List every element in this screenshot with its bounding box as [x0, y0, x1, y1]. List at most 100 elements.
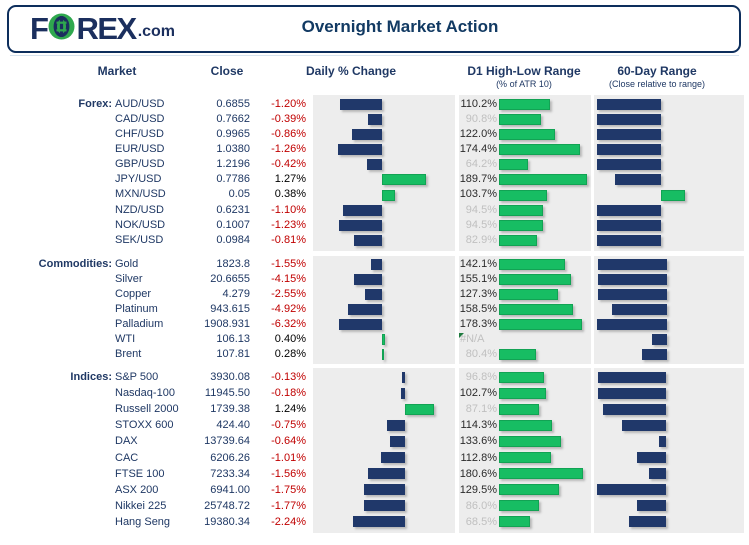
market-name: Russell 2000 [115, 403, 179, 416]
column-header-close: Close [210, 64, 244, 78]
column-header-daily-change: Daily % Change [305, 64, 397, 78]
table-row: Brent 107.81 0.28% 80.4% [0, 347, 749, 362]
daily-change-bar [351, 129, 382, 141]
table-row: MXN/USD 0.05 0.38% 103.7% [0, 187, 749, 202]
table-row: CAD/USD 0.7662 -0.39% 90.8% [0, 112, 749, 127]
daily-change-bar [353, 234, 382, 246]
table-row: Forex: AUD/USD 0.6855 -1.20% 110.2% [0, 97, 749, 112]
table-row: STOXX 600 424.40 -0.75% 114.3% [0, 417, 749, 433]
atr-percent-value: 80.4% [465, 348, 497, 361]
close-value: 1.2196 [216, 158, 250, 171]
market-name: CAD/USD [115, 113, 165, 126]
atr-percent-value: 180.6% [459, 467, 497, 480]
atr-percent-value: 127.3% [459, 287, 497, 300]
close-value: 7233.34 [210, 467, 250, 480]
sixty-day-range-bar [622, 419, 666, 431]
sixty-day-range-bar [596, 144, 661, 156]
atr-range-bar [498, 435, 561, 447]
close-value: 0.9965 [216, 128, 250, 141]
market-name: MXN/USD [115, 188, 166, 201]
daily-change-bar [368, 468, 405, 480]
close-value: 0.6231 [216, 203, 250, 216]
column-subheader-60day: (Close relative to range) [608, 79, 706, 89]
market-name: S&P 500 [115, 371, 159, 383]
section-label: Forex: [78, 98, 112, 110]
close-value: 6941.00 [210, 483, 250, 496]
market-name: NZD/USD [115, 203, 164, 216]
daily-change-value: -1.77% [271, 499, 306, 512]
atr-range-bar [498, 349, 537, 361]
close-value: 1908.931 [204, 317, 250, 330]
atr-percent-value: 174.4% [459, 143, 497, 156]
daily-change-value: -4.15% [271, 272, 306, 285]
error-marker-icon [459, 332, 464, 338]
daily-change-value: -1.20% [271, 98, 306, 110]
page-title: Overnight Market Action [301, 17, 499, 36]
atr-percent-value: 155.1% [459, 272, 497, 285]
sixty-day-range-bar [649, 468, 666, 480]
sixty-day-range-bar [641, 349, 667, 361]
table-row: Silver 20.6655 -4.15% 155.1% [0, 272, 749, 287]
close-value: 0.05 [228, 188, 250, 201]
market-name: Nasdaq-100 [115, 387, 175, 400]
atr-range-bar [498, 273, 571, 285]
section-label: Indices: [70, 371, 112, 383]
close-value: 1.0380 [216, 143, 250, 156]
daily-change-bar [368, 114, 382, 126]
sixty-day-range-bar [637, 500, 666, 512]
sixty-day-range-bar [659, 435, 666, 447]
close-value: 107.81 [216, 348, 250, 361]
atr-percent-value: 189.7% [459, 173, 497, 186]
daily-change-bar [338, 318, 382, 330]
market-name: STOXX 600 [115, 419, 174, 432]
close-value: 424.40 [216, 419, 250, 432]
atr-percent-value: 178.3% [459, 317, 497, 330]
atr-range-bar [498, 387, 547, 399]
atr-percent-value: 94.5% [465, 203, 497, 216]
table-row: Palladium 1908.931 -6.32% 178.3% [0, 317, 749, 332]
sixty-day-range-bar [660, 189, 685, 201]
market-name: Silver [115, 272, 143, 285]
daily-change-value: 1.24% [274, 403, 306, 416]
atr-range-bar [498, 219, 543, 231]
table-row: CAC 6206.26 -1.01% 112.8% [0, 450, 749, 466]
atr-range-bar [498, 318, 582, 330]
atr-range-bar [498, 234, 538, 246]
market-name: Brent [115, 348, 142, 361]
table-row: WTI 106.13 0.40% #N/A [0, 332, 749, 347]
atr-range-bar [498, 288, 558, 300]
daily-change-bar [371, 258, 382, 270]
atr-range-bar [498, 452, 552, 464]
daily-change-bar [343, 204, 382, 216]
daily-change-value: -0.18% [271, 387, 306, 400]
close-value: 6206.26 [210, 451, 250, 464]
close-value: 3930.08 [210, 371, 250, 383]
table-row: Nikkei 225 25748.72 -1.77% 86.0% [0, 498, 749, 514]
table-row: ASX 200 6941.00 -1.75% 129.5% [0, 482, 749, 498]
atr-percent-value: 68.5% [465, 515, 497, 528]
atr-percent-value: 112.8% [460, 451, 498, 464]
daily-change-bar [338, 219, 382, 231]
daily-change-bar [381, 174, 427, 186]
daily-change-value: -2.24% [271, 515, 306, 528]
sixty-day-range-bar [651, 334, 667, 346]
table-row: Indices: S&P 500 3930.08 -0.13% 96.8% [0, 369, 749, 385]
sixty-day-range-bar [596, 99, 661, 111]
daily-change-bar [381, 334, 385, 346]
atr-percent-value: 86.0% [465, 499, 497, 512]
daily-change-bar [352, 516, 405, 528]
table-row: DAX 13739.64 -0.64% 133.6% [0, 433, 749, 449]
logo-o-icon [48, 13, 75, 45]
atr-range-bar [498, 468, 583, 480]
sixty-day-range-bar [596, 114, 661, 126]
sixty-day-range-bar [629, 516, 666, 528]
table-row: NZD/USD 0.6231 -1.10% 94.5% [0, 203, 749, 218]
atr-percent-value: 64.2% [465, 158, 497, 171]
close-value: 1823.8 [216, 257, 250, 270]
table-row: Hang Seng 19380.34 -2.24% 68.5% [0, 514, 749, 530]
table-row: CHF/USD 0.9965 -0.86% 122.0% [0, 127, 749, 142]
close-value: 106.13 [216, 333, 250, 345]
daily-change-bar [381, 452, 405, 464]
table-row: FTSE 100 7233.34 -1.56% 180.6% [0, 466, 749, 482]
market-name: WTI [115, 333, 136, 345]
